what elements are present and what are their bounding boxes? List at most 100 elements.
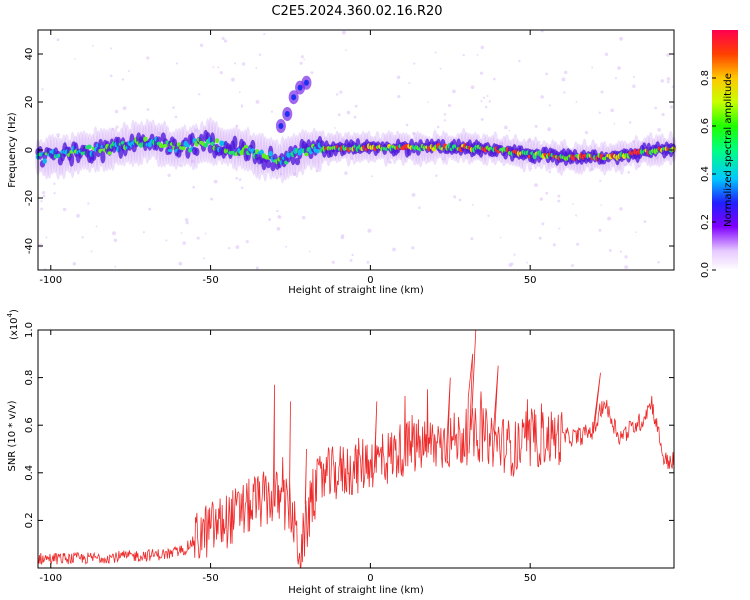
spectral-speckle [493, 77, 496, 81]
spectral-speckle [204, 232, 207, 235]
spectral-speckle [255, 99, 260, 104]
snr-y-label: SNR (10 * v/v) [7, 400, 18, 471]
spectral-speckle [563, 70, 568, 75]
spectral-speckle [354, 104, 358, 108]
spectral-speckle [462, 53, 465, 57]
snr-panel: -100 -50 0 50 0.2 0.4 0.6 0.8 1.0 Height of str… [6, 309, 675, 596]
spectral-speckle [217, 66, 220, 69]
spectral-core [232, 135, 238, 150]
spectral-speckle [575, 101, 578, 103]
spectral-speckle [223, 39, 228, 43]
spectral-speckle [334, 127, 336, 129]
spectral-speckle [539, 141, 541, 143]
spectral-speckle [227, 246, 231, 250]
spectral-speckle [600, 204, 602, 207]
spectral-speckle [199, 43, 204, 47]
spectral-speckle [310, 71, 314, 75]
colorbar-ticks: 0.0 0.2 0.4 0.6 0.8 [700, 70, 716, 278]
spectral-speckle [231, 77, 235, 82]
spectrogram-panel: -100 -50 0 50 40 20 0 -20 -40 Height of straigh… [7, 29, 677, 296]
spectral-speckle [408, 82, 411, 85]
upper-branch-core [291, 94, 297, 101]
spectral-speckle [405, 123, 409, 127]
spectral-core [98, 138, 104, 152]
spectral-speckle [614, 77, 618, 80]
spectral-speckle [434, 51, 437, 54]
spectral-speckle [643, 220, 647, 224]
y-tick-label: 0.6 [24, 417, 35, 433]
spectral-speckle [337, 113, 341, 117]
spectral-speckle [538, 236, 542, 240]
x-tick-label: 0 [367, 275, 373, 286]
spectral-core [294, 157, 301, 166]
x-tick-label: 0 [367, 573, 373, 584]
spectral-peak [671, 146, 676, 152]
spectral-speckle [534, 183, 538, 188]
spectral-speckle [76, 213, 80, 218]
spectral-speckle [277, 215, 281, 218]
spectral-speckle [590, 168, 594, 171]
spectral-speckle [503, 125, 508, 130]
spectral-speckle [411, 192, 416, 197]
spectral-speckle [632, 84, 636, 88]
spectral-speckle [471, 203, 474, 206]
spectral-speckle [114, 265, 117, 268]
spectral-speckle [256, 164, 260, 168]
spectral-speckle [276, 226, 281, 231]
spectral-speckle [619, 250, 622, 253]
upper-branch-core [284, 111, 290, 117]
spectral-speckle [654, 106, 658, 110]
spectral-speckle [513, 253, 516, 256]
spectral-speckle [591, 66, 594, 69]
spectral-speckle [479, 71, 484, 75]
y-tick-label: 0.8 [24, 370, 35, 386]
spectral-speckle [40, 207, 44, 211]
spectral-speckle [146, 56, 150, 60]
colorbar-gradient [712, 30, 738, 270]
spectral-speckle [366, 260, 370, 264]
spectral-speckle [316, 169, 319, 173]
spectral-speckle [308, 250, 311, 253]
x-tick-label: 50 [524, 275, 537, 286]
spectral-speckle [148, 207, 152, 211]
spectral-speckle [482, 96, 486, 99]
spectral-speckle [62, 207, 67, 212]
colorbar-tick-label: 0.0 [700, 262, 711, 278]
spectral-speckle [353, 115, 357, 119]
colorbar: 0.0 0.2 0.4 0.6 0.8 Normalized spectral ampl… [700, 30, 738, 278]
spectral-speckle [530, 167, 533, 170]
spectral-speckle [114, 109, 119, 114]
snr-x-label: Height of straight line (km) [288, 585, 424, 596]
spectral-speckle [396, 75, 401, 80]
spectral-speckle [480, 118, 484, 121]
spectral-speckle [607, 216, 612, 221]
spectral-peak [243, 144, 249, 149]
spectral-speckle [299, 61, 303, 65]
spectral-speckle [470, 85, 475, 90]
colorbar-tick-label: 0.2 [700, 214, 711, 230]
spectrogram-x-ticks: -100 -50 0 50 [39, 30, 537, 286]
spectral-speckle [213, 179, 218, 184]
spectral-speckle [303, 58, 306, 61]
x-tick-label: -100 [39, 275, 62, 286]
colorbar-tick-label: 0.8 [700, 70, 711, 86]
spectral-speckle [179, 163, 184, 168]
spectral-speckle [346, 110, 351, 115]
spectral-peak [315, 149, 320, 154]
spectral-speckle [392, 247, 396, 252]
spectral-speckle [196, 236, 200, 240]
spectral-speckle [127, 69, 130, 72]
spectral-speckle [276, 176, 279, 179]
spectral-speckle [671, 85, 674, 88]
spectral-speckle [268, 218, 272, 222]
spectral-speckle [221, 36, 225, 41]
spectral-speckle [666, 77, 671, 81]
spectral-speckle [341, 30, 346, 35]
snr-y-ticks: 0.2 0.4 0.6 0.8 1.0 [24, 322, 674, 528]
spectral-speckle [38, 243, 43, 248]
spectral-speckle [241, 106, 243, 108]
colorbar-label: Normalized spectral amplitude [723, 73, 734, 227]
spectral-peak [268, 151, 273, 157]
spectral-speckle [619, 36, 624, 41]
spectral-speckle [558, 227, 561, 230]
